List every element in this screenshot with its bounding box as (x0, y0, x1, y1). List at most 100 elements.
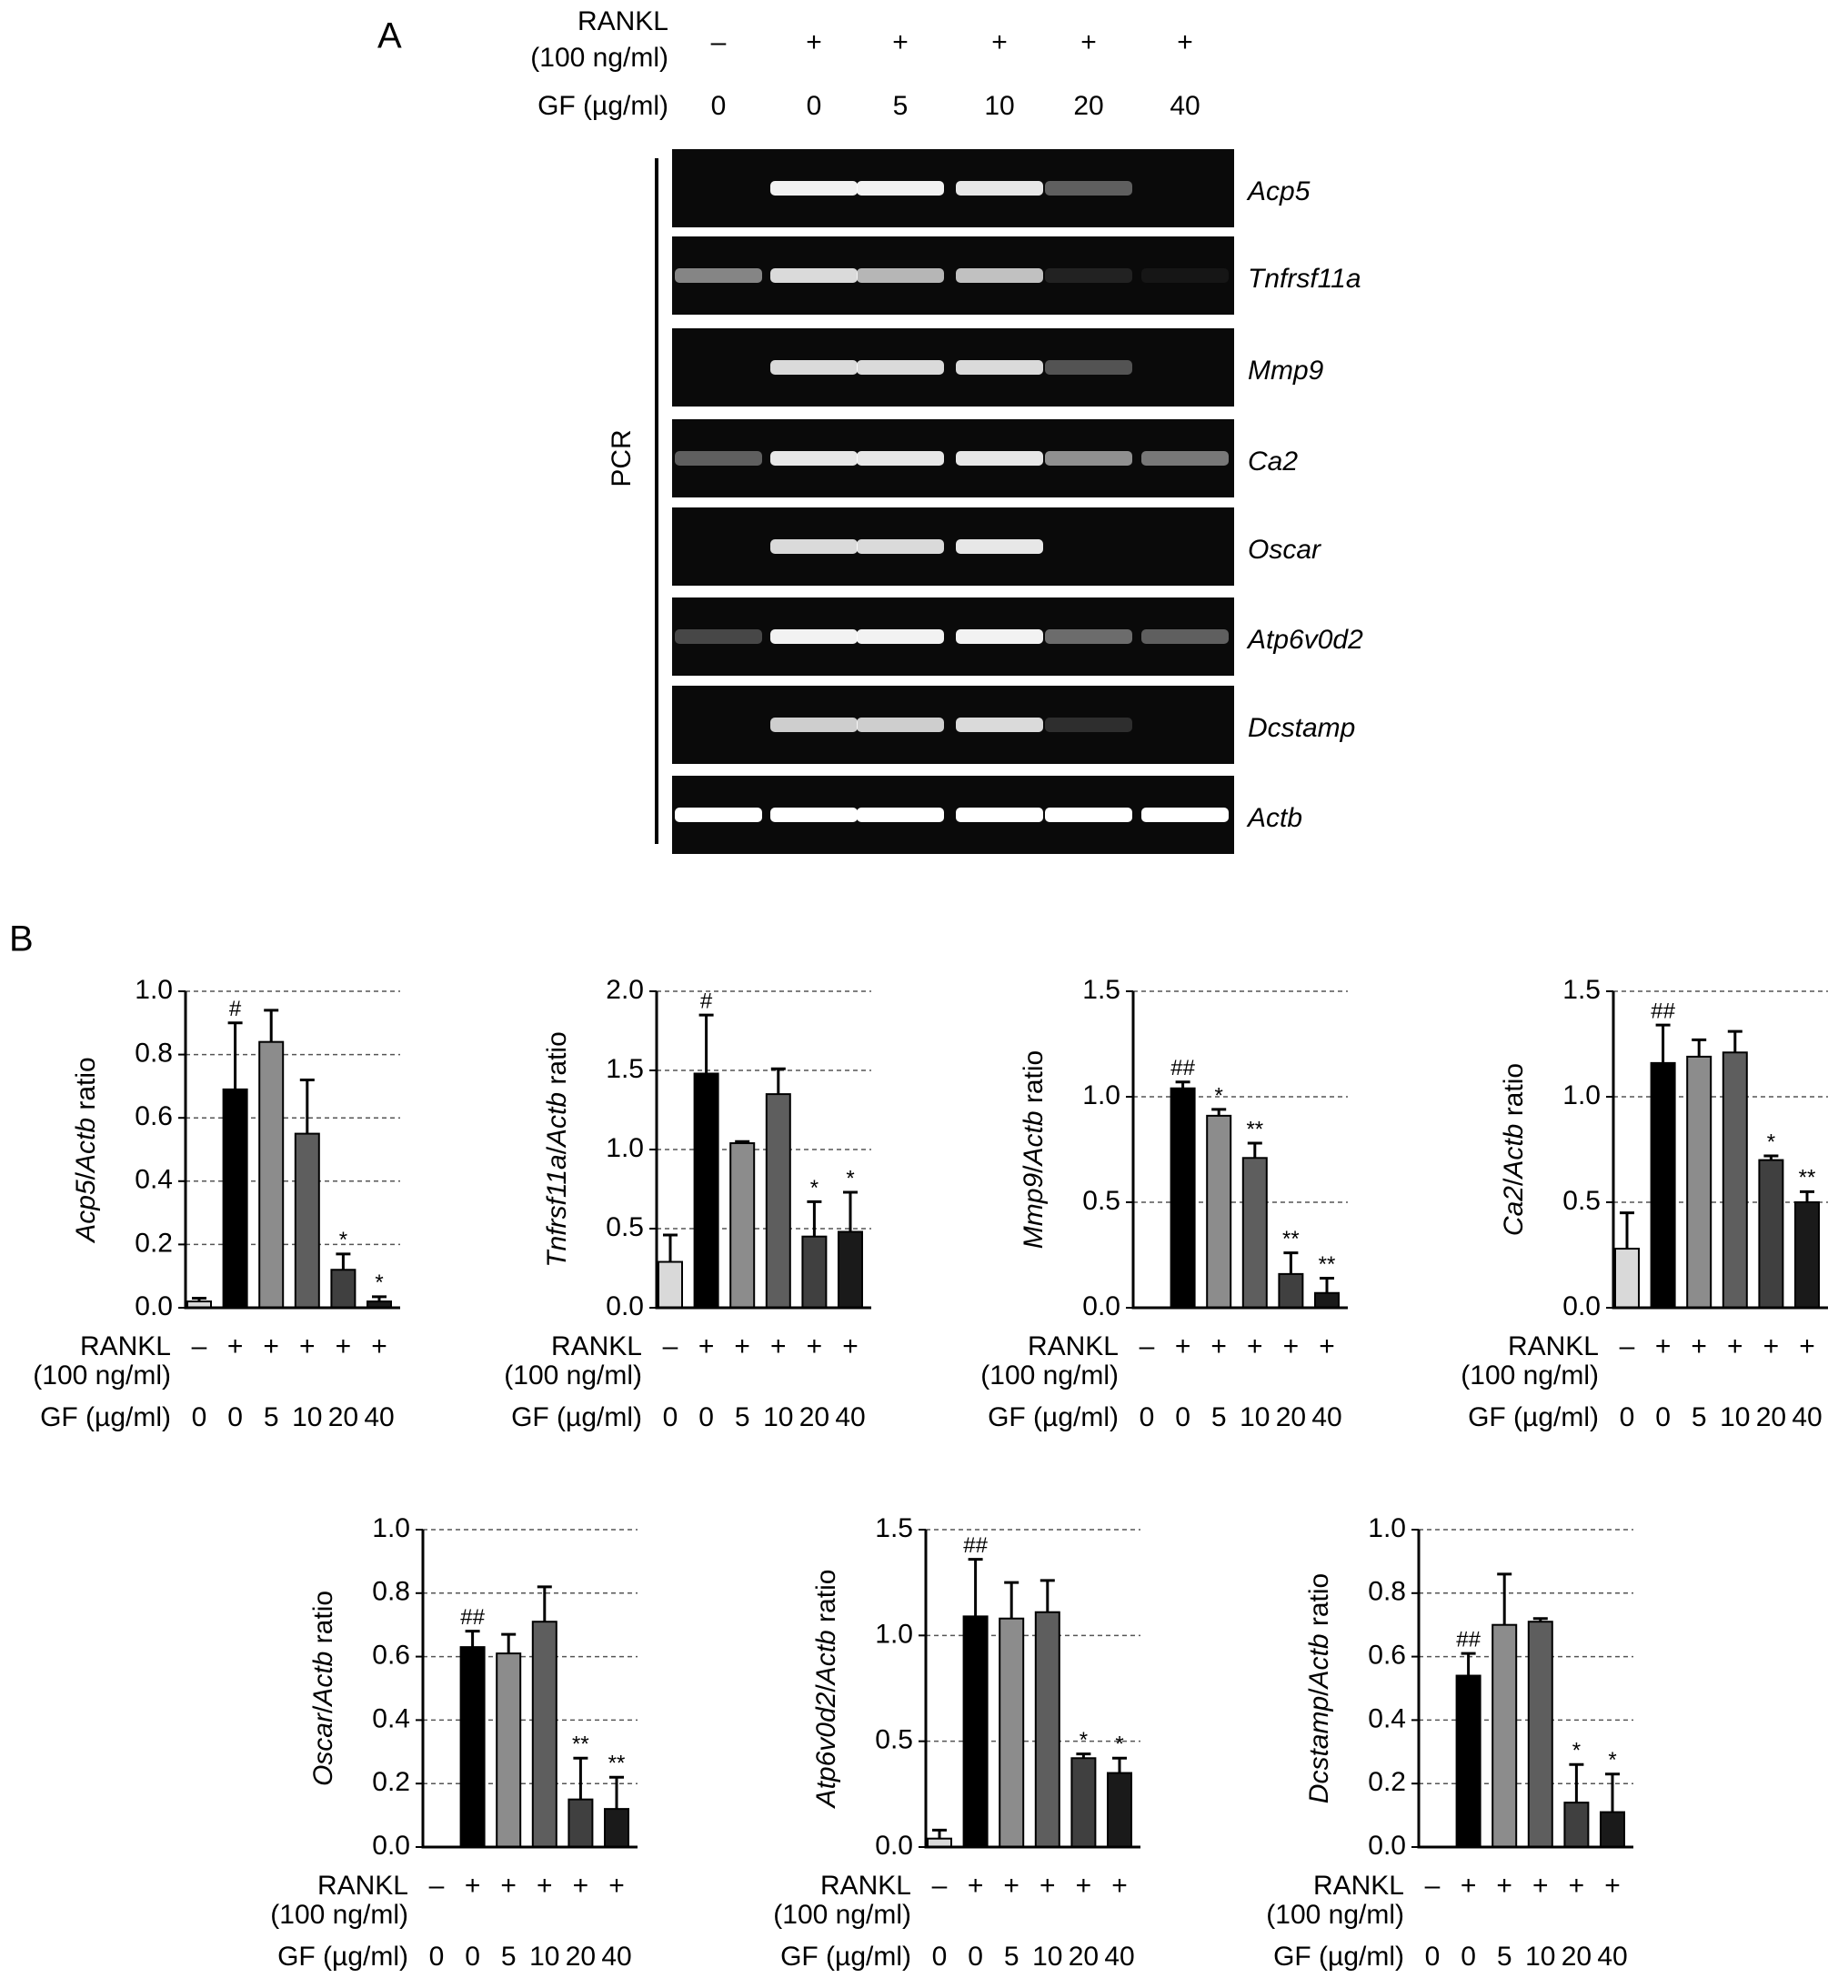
x-tick-label: 40 (1104, 1942, 1134, 1972)
error-bar (698, 1013, 714, 1074)
gel-band (1141, 629, 1229, 644)
error-bar (1211, 1108, 1227, 1116)
y-tick-label: 0.5 (606, 1212, 644, 1242)
y-tick-label: 0.0 (1082, 1291, 1120, 1321)
error-bar (299, 1078, 315, 1134)
error-bar (1605, 1772, 1620, 1812)
y-tick-label: 2.0 (606, 975, 644, 1005)
y-tick-label: 1.0 (1368, 1513, 1406, 1543)
error-bar (1655, 1023, 1671, 1063)
significance-mark: * (375, 1270, 383, 1295)
gel-band (1141, 451, 1229, 466)
y-axis-label-part: ratio (308, 1591, 338, 1652)
gel-lane-strip (672, 507, 1234, 586)
rankl-sign: + (500, 1871, 517, 1901)
x-tick-label: 20 (1276, 1402, 1306, 1432)
y-axis-label-part: Actb (811, 1630, 841, 1686)
gene-label: Tnfrsf11a (1248, 264, 1361, 294)
significance-mark: ## (460, 1605, 485, 1630)
rankl-sign: + (1655, 1331, 1672, 1361)
y-axis-label-part: Atp6v0d2 (811, 1692, 841, 1809)
gel-band (956, 539, 1043, 554)
row-label: GF (µg/ml) (1468, 1402, 1599, 1432)
row-label: (100 ng/ml) (1461, 1360, 1599, 1391)
error-bar (336, 1252, 351, 1270)
x-tick-label: 40 (364, 1402, 394, 1432)
gel-band (1045, 181, 1132, 196)
bar (1241, 1157, 1268, 1310)
rankl-sign: – (192, 1331, 207, 1361)
row-label: RANKL (551, 1331, 642, 1361)
row-label: RANKL (1508, 1331, 1599, 1361)
gel-band (675, 808, 762, 822)
x-tick-label: 0 (1461, 1942, 1476, 1972)
x-tick-label: 20 (328, 1402, 358, 1432)
y-axis-label-part: / (1019, 1165, 1049, 1173)
gene-label: Atp6v0d2 (1246, 625, 1363, 655)
y-axis-label: Dcstamp/Actb ratio (1304, 1573, 1334, 1803)
rankl-sign: + (807, 1331, 823, 1361)
row-label: (100 ng/ml) (270, 1900, 408, 1930)
error-bar (735, 1140, 750, 1144)
x-tick-label: 0 (1620, 1402, 1635, 1432)
x-tick-label: 5 (264, 1402, 279, 1432)
x-tick-label: 5 (501, 1942, 517, 1972)
rankl-sign: – (932, 1871, 948, 1901)
error-bar (968, 1558, 983, 1617)
y-axis-label-part: ratio (1019, 1050, 1049, 1111)
bar (1034, 1611, 1060, 1848)
rankl-sign: + (734, 1331, 750, 1361)
error-bar (932, 1828, 947, 1839)
y-tick-label: 0.0 (135, 1291, 173, 1321)
error-bar (770, 1067, 786, 1095)
x-tick-label: 5 (1211, 1402, 1227, 1432)
gel-band (857, 718, 944, 732)
rankl-sign: – (1425, 1871, 1441, 1901)
y-tick-label: 1.0 (1562, 1080, 1601, 1110)
row-label: (100 ng/ml) (773, 1900, 911, 1930)
rankl-sign: + (1604, 1871, 1621, 1901)
error-bar (609, 1775, 624, 1810)
y-tick-label: 0.0 (1562, 1291, 1601, 1321)
gel-band (857, 181, 944, 196)
x-tick-label: 0 (429, 1942, 445, 1972)
y-tick-label: 0.6 (135, 1101, 173, 1131)
x-tick-label: 10 (1240, 1402, 1270, 1432)
y-tick-label: 1.0 (135, 975, 173, 1005)
y-tick-label: 1.5 (875, 1513, 913, 1543)
bar (1206, 1114, 1232, 1309)
rankl-sign: + (1040, 1871, 1056, 1901)
x-tick-label: 0 (663, 1402, 678, 1432)
y-tick-label: 1.5 (1082, 975, 1120, 1005)
rankl-sign: + (1247, 1331, 1263, 1361)
y-tick-label: 0.4 (1368, 1703, 1406, 1733)
y-tick-label: 1.5 (606, 1054, 644, 1084)
rankl-sign: + (1461, 1871, 1477, 1901)
rankl-sign: + (1080, 27, 1097, 57)
x-tick-label: 0 (698, 1402, 714, 1432)
gel-band (1045, 629, 1132, 644)
y-axis-label: Mmp9/Actb ratio (1019, 1050, 1049, 1249)
x-tick-label: 5 (735, 1402, 750, 1432)
error-bar (1040, 1579, 1055, 1612)
y-axis-label-part: Actb (1304, 1633, 1334, 1690)
y-axis-label-part: ratio (1499, 1063, 1529, 1124)
significance-mark: * (1608, 1748, 1616, 1772)
error-bar (573, 1756, 588, 1800)
bar (999, 1617, 1025, 1848)
significance-mark: * (846, 1166, 854, 1190)
gel-band (770, 360, 858, 375)
row-label: GF (µg/ml) (277, 1942, 408, 1972)
rankl-sign: + (1496, 1871, 1512, 1901)
gel-band (770, 181, 858, 196)
y-axis-label: Atp6v0d2/Actb ratio (811, 1570, 841, 1810)
y-axis-label-part: ratio (542, 1031, 572, 1092)
error-bar (264, 1009, 279, 1042)
significance-mark: * (810, 1176, 819, 1200)
rankl-sign: + (573, 1871, 589, 1901)
error-bar (1076, 1752, 1091, 1759)
y-axis-label: Oscar/Actb ratio (308, 1591, 338, 1786)
axis (1417, 1530, 1633, 1849)
significance-mark: ** (1246, 1117, 1263, 1141)
significance-mark: # (700, 989, 713, 1013)
